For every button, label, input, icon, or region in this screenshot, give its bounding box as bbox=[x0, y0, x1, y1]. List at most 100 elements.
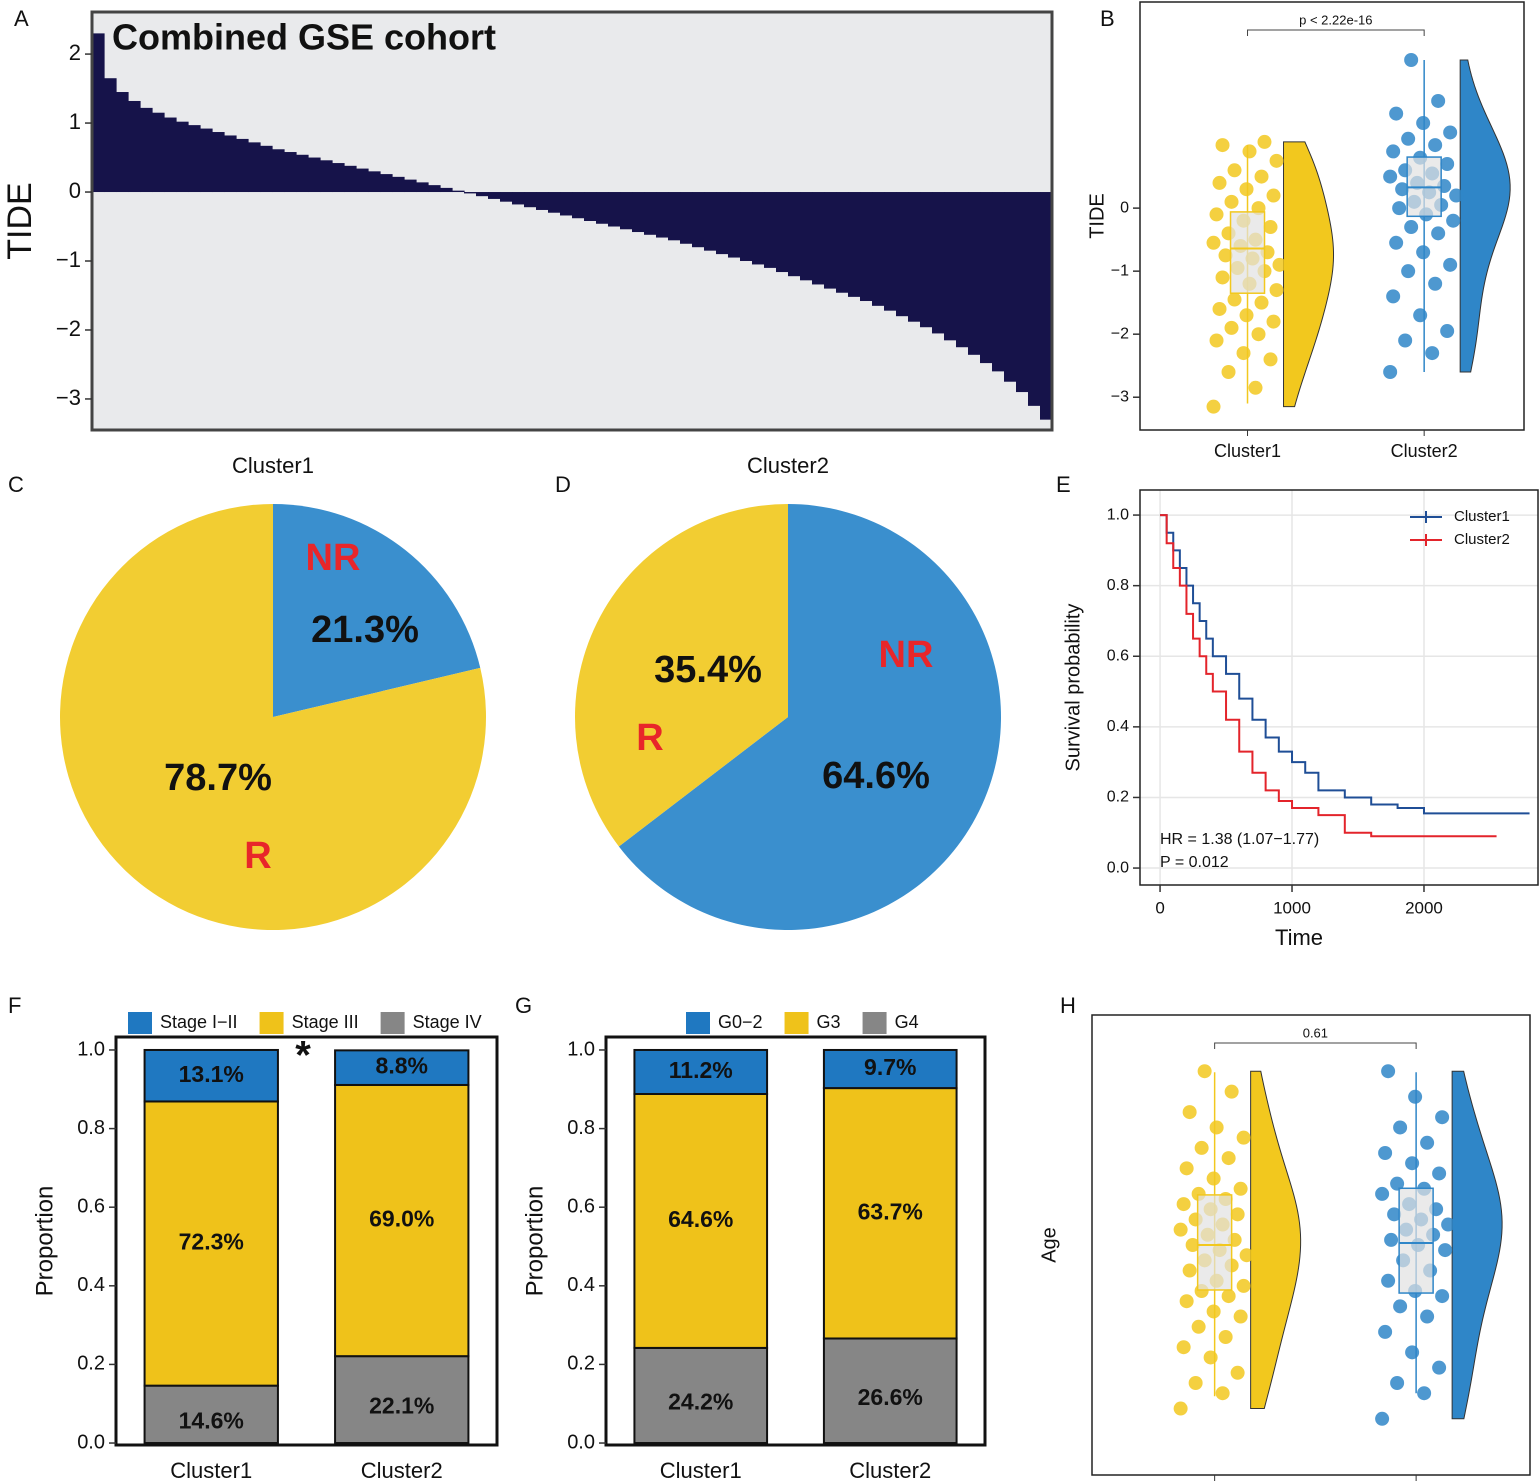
pie-slice bbox=[618, 504, 1001, 930]
bar bbox=[560, 192, 573, 216]
legend-label: Stage I−II bbox=[160, 1012, 238, 1032]
point bbox=[1432, 1360, 1447, 1375]
legend-label: Cluster1 bbox=[1454, 508, 1510, 525]
point bbox=[1185, 1238, 1200, 1252]
bar-label: 72.3% bbox=[179, 1229, 244, 1255]
bar bbox=[884, 192, 897, 311]
survival-curve bbox=[1160, 514, 1497, 838]
point bbox=[1425, 346, 1440, 361]
point bbox=[1387, 1207, 1402, 1222]
x-tick-label: 2000 bbox=[1405, 898, 1443, 917]
chart-title: Cluster1 bbox=[232, 453, 314, 478]
y-axis-label: TIDE bbox=[1086, 193, 1108, 239]
bar bbox=[548, 192, 561, 213]
y-axis-label: Age bbox=[1038, 1227, 1060, 1263]
plot-frame bbox=[90, 10, 1054, 432]
legend-swatch bbox=[128, 1012, 152, 1034]
pie-slice bbox=[273, 504, 481, 717]
density bbox=[1451, 1070, 1503, 1420]
bar bbox=[116, 92, 129, 193]
y-tick-label: 0.0 bbox=[1107, 859, 1129, 876]
point bbox=[1188, 1376, 1203, 1390]
point bbox=[1197, 1064, 1212, 1079]
point bbox=[1215, 270, 1230, 285]
y-tick-label: 0.4 bbox=[567, 1274, 595, 1296]
bar bbox=[740, 192, 753, 262]
bar bbox=[272, 149, 285, 193]
point bbox=[1375, 1186, 1390, 1201]
y-tick-label: 0.6 bbox=[567, 1195, 595, 1217]
point bbox=[1390, 1176, 1405, 1191]
point bbox=[1384, 1232, 1399, 1247]
bar bbox=[260, 145, 273, 193]
point bbox=[1263, 220, 1278, 235]
point bbox=[1408, 1089, 1423, 1104]
point bbox=[1218, 1330, 1233, 1344]
x-tick-label: Cluster1 bbox=[1214, 441, 1281, 461]
point bbox=[1435, 1289, 1450, 1304]
point bbox=[1383, 365, 1398, 380]
bar bbox=[920, 192, 933, 328]
point bbox=[1227, 292, 1242, 307]
y-tick-label: 0 bbox=[69, 178, 81, 203]
point bbox=[1224, 194, 1239, 209]
legend-label: Cluster2 bbox=[1454, 531, 1510, 548]
point bbox=[1405, 1345, 1420, 1360]
point bbox=[1191, 1319, 1206, 1334]
y-tick-label: 1.0 bbox=[1107, 506, 1129, 523]
point bbox=[1266, 188, 1281, 203]
y-tick-label: 0.0 bbox=[567, 1431, 595, 1453]
point bbox=[1269, 153, 1284, 168]
y-axis-label: Proportion bbox=[31, 1186, 58, 1297]
p-value: 0.61 bbox=[1303, 1025, 1328, 1040]
bar bbox=[980, 192, 993, 364]
y-tick-label: −1 bbox=[56, 247, 81, 272]
density bbox=[1459, 59, 1511, 373]
bar bbox=[344, 165, 357, 193]
bar bbox=[248, 142, 261, 193]
point bbox=[1386, 144, 1401, 159]
point bbox=[1440, 324, 1455, 339]
point bbox=[1236, 1278, 1251, 1293]
legend-label: G4 bbox=[895, 1012, 919, 1032]
bar-segment bbox=[633, 1092, 769, 1349]
x-tick-label: 1000 bbox=[1273, 898, 1311, 917]
bar bbox=[356, 168, 369, 193]
point bbox=[1212, 175, 1227, 190]
bar bbox=[188, 125, 201, 193]
y-tick-label: 0 bbox=[1120, 199, 1129, 216]
bar bbox=[404, 179, 417, 193]
y-tick-label: 0.4 bbox=[77, 1274, 105, 1296]
p-value: p < 2.22e-16 bbox=[1299, 12, 1372, 27]
legend-swatch bbox=[259, 1012, 284, 1034]
density bbox=[1250, 1070, 1302, 1410]
point bbox=[1179, 1161, 1194, 1176]
point bbox=[1404, 220, 1419, 235]
bar-segment bbox=[143, 1048, 279, 1103]
point bbox=[1263, 352, 1278, 367]
y-tick-label: 2 bbox=[69, 40, 81, 65]
bar bbox=[968, 192, 981, 355]
point bbox=[1215, 1386, 1230, 1401]
point bbox=[1221, 1289, 1236, 1304]
legend-swatch bbox=[784, 1012, 809, 1034]
panel-letter: A bbox=[14, 6, 29, 31]
slice-name: R bbox=[244, 835, 271, 877]
y-tick-label: −2 bbox=[1111, 325, 1129, 342]
point bbox=[1431, 93, 1446, 108]
x-tick-label: Cluster2 bbox=[1391, 441, 1458, 461]
bar bbox=[788, 192, 801, 277]
y-tick-label: 0.8 bbox=[567, 1117, 595, 1139]
point bbox=[1392, 201, 1407, 216]
point bbox=[1173, 1401, 1188, 1416]
bar bbox=[644, 192, 657, 235]
bar-segment bbox=[633, 1048, 769, 1095]
y-tick-label: 0.8 bbox=[1107, 577, 1129, 594]
bar bbox=[176, 121, 189, 193]
p-bracket bbox=[1214, 1042, 1417, 1049]
y-tick-label: −1 bbox=[1111, 262, 1129, 279]
panel-letter: D bbox=[555, 472, 571, 497]
bar-segment bbox=[633, 1346, 769, 1445]
point bbox=[1209, 333, 1224, 348]
point bbox=[1398, 333, 1413, 348]
